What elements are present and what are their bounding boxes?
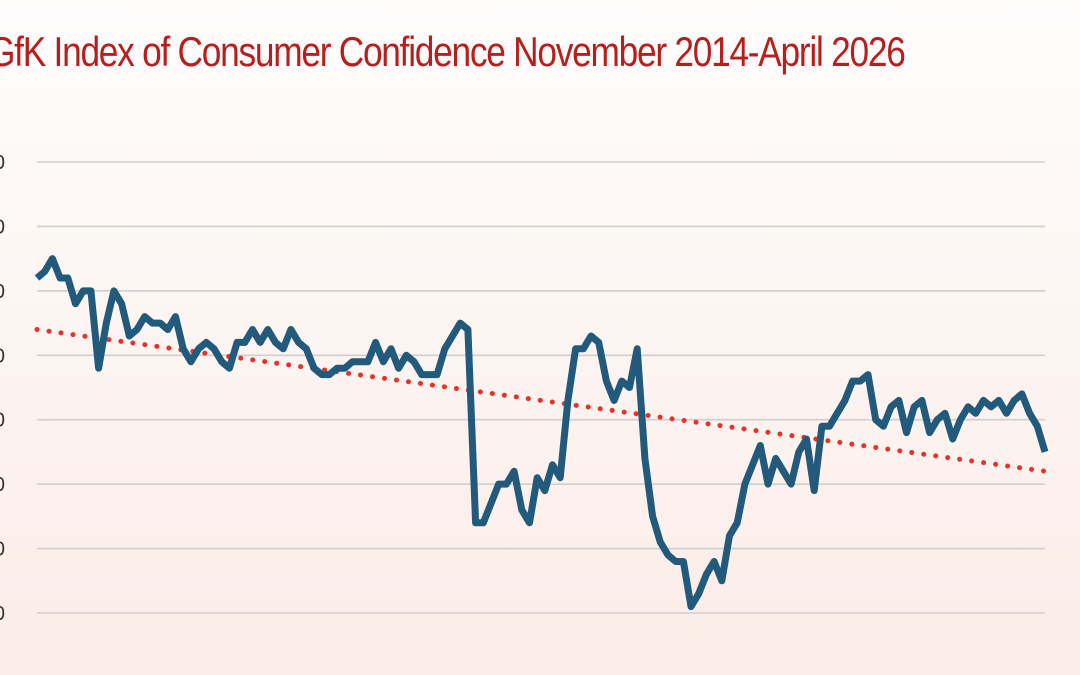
- y-tick-label: -40: [0, 539, 5, 561]
- trendline-layer: [34, 327, 1048, 474]
- series-layer: [34, 255, 1049, 611]
- y-tick-label: 0: [0, 281, 5, 303]
- y-tick-label: 10: [0, 216, 5, 238]
- chart-title: GfK Index of Consumer Confidence Novembe…: [0, 28, 906, 75]
- consumer-confidence-line: [34, 255, 1049, 611]
- y-tick-label: -50: [0, 603, 5, 625]
- y-tick-labels: -50 -40 -30 -20 -10 0 10 20: [0, 152, 5, 625]
- y-tick-label: -10: [0, 345, 5, 367]
- gridlines: [37, 161, 1045, 614]
- y-tick-label: 20: [0, 152, 5, 174]
- trend-line: [34, 327, 1048, 474]
- y-tick-label: -20: [0, 410, 5, 432]
- y-tick-label: -30: [0, 474, 5, 496]
